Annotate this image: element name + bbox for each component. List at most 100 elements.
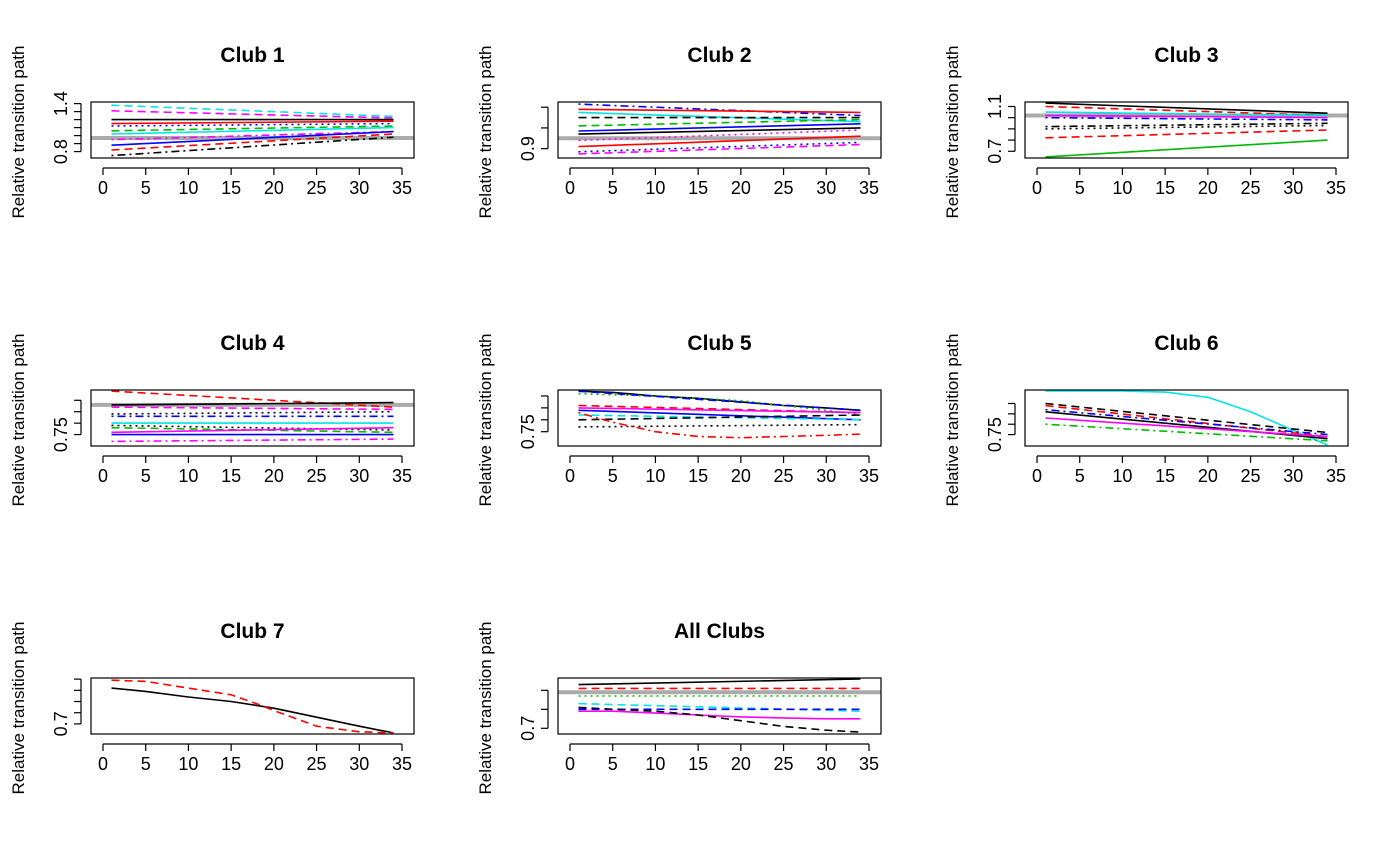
x-tick-label: 25 <box>774 178 794 198</box>
y-tick-label: 0.8 <box>51 139 71 164</box>
x-tick-label: 5 <box>1075 466 1085 486</box>
series-line-5 <box>578 118 861 127</box>
y-axis-label: Relative transition path <box>943 46 962 219</box>
x-axis: 0 5 10 15 20 25 30 35 <box>1032 455 1346 486</box>
y-axis: 0.75 <box>518 395 549 449</box>
x-tick-label: 25 <box>307 178 327 198</box>
x-axis: 0 5 10 15 20 25 30 35 <box>565 455 879 486</box>
x-tick-label: 5 <box>1075 178 1085 198</box>
x-tick-label: 35 <box>859 754 879 774</box>
x-tick-label: 10 <box>178 178 198 198</box>
series-line-10 <box>111 133 394 151</box>
panel-title: Club 5 <box>687 332 751 355</box>
panel-title: Club 7 <box>220 620 284 643</box>
x-tick-label: 20 <box>264 466 284 486</box>
x-axis: 0 5 10 15 20 25 30 35 <box>98 167 412 198</box>
plot-frame <box>557 677 882 735</box>
x-tick-label: 0 <box>565 466 575 486</box>
y-tick-label: 0.75 <box>518 414 538 449</box>
panel-4: Club 4 0 5 10 15 20 25 30 35 0.75 Relative transit… <box>9 332 415 506</box>
x-axis: 0 5 10 15 20 25 30 35 <box>98 455 412 486</box>
x-tick-label: 0 <box>98 754 108 774</box>
y-tick-label: 0.7 <box>518 716 538 741</box>
x-tick-label: 15 <box>688 178 708 198</box>
x-tick-label: 25 <box>307 466 327 486</box>
y-tick-label: 0.9 <box>518 136 538 161</box>
x-tick-label: 30 <box>349 754 369 774</box>
series-line-6 <box>1045 417 1328 438</box>
panel-title: Club 4 <box>220 332 284 355</box>
series-line-7 <box>578 414 861 421</box>
series-line-1 <box>1045 390 1328 446</box>
series-line-9 <box>578 135 861 148</box>
series-line-4 <box>1045 408 1328 436</box>
x-tick-label: 5 <box>608 178 618 198</box>
y-axis: 0.7 <box>518 689 549 741</box>
y-axis: 0.8 1.4 <box>51 91 82 164</box>
panel-title: Club 3 <box>1154 44 1218 67</box>
x-tick-label: 30 <box>816 466 836 486</box>
x-tick-label: 30 <box>816 178 836 198</box>
series-line-2 <box>111 679 394 734</box>
y-axis: 0.75 <box>985 402 1016 452</box>
series-line-4 <box>111 120 394 125</box>
x-tick-label: 25 <box>774 754 794 774</box>
x-tick-label: 10 <box>178 754 198 774</box>
x-tick-label: 25 <box>1241 466 1261 486</box>
x-tick-label: 35 <box>859 178 879 198</box>
x-tick-label: 5 <box>608 754 618 774</box>
y-tick-label: 0.7 <box>51 711 71 736</box>
plot-frame <box>557 389 882 447</box>
y-axis: 0.9 <box>518 106 549 161</box>
series-line-1 <box>111 687 394 734</box>
x-tick-label: 10 <box>645 466 665 486</box>
x-tick-label: 35 <box>392 754 412 774</box>
series-line-4 <box>1045 114 1328 119</box>
series-line-7 <box>111 126 394 135</box>
series-line-3 <box>578 390 861 412</box>
x-tick-label: 30 <box>1283 178 1303 198</box>
series-line-11 <box>111 136 394 157</box>
x-tick-label: 20 <box>731 466 751 486</box>
series-line-5 <box>111 122 394 127</box>
series-line-3 <box>111 406 394 411</box>
x-tick-label: 15 <box>221 754 241 774</box>
series-line-1 <box>111 390 394 408</box>
x-tick-label: 20 <box>731 754 751 774</box>
panel-8: All Clubs 0 5 10 15 20 25 30 35 0.7 Relative trans… <box>476 620 882 794</box>
plot-frame <box>1024 389 1349 447</box>
x-tick-label: 30 <box>349 466 369 486</box>
x-tick-label: 10 <box>645 178 665 198</box>
y-tick-label: 0.7 <box>985 139 1005 164</box>
x-tick-label: 20 <box>264 178 284 198</box>
x-tick-label: 5 <box>141 754 151 774</box>
series-line-1 <box>578 678 861 686</box>
plot-frame <box>90 101 415 159</box>
series-line-8 <box>111 130 394 141</box>
series-line-4 <box>111 410 394 415</box>
series-line-9 <box>111 426 394 434</box>
panel-1: Club 1 0 5 10 15 20 25 30 35 0.8 1.4 Relative trans… <box>9 44 415 219</box>
x-axis: 0 5 10 15 20 25 30 35 <box>98 743 412 774</box>
series-line-6 <box>578 123 861 132</box>
panel-7: Club 7 0 5 10 15 20 25 30 35 0.7 Relative transiti… <box>9 620 415 794</box>
x-tick-label: 35 <box>1326 466 1346 486</box>
series-line-5 <box>578 407 861 414</box>
x-tick-label: 0 <box>1032 466 1042 486</box>
y-tick-label: 1.4 <box>51 91 71 116</box>
series-line-5 <box>1045 116 1328 121</box>
x-tick-label: 15 <box>1155 466 1175 486</box>
x-tick-label: 0 <box>565 178 575 198</box>
y-axis-label: Relative transition path <box>9 46 28 219</box>
x-tick-label: 35 <box>392 466 412 486</box>
series-line-6 <box>1045 122 1328 128</box>
series-line-9 <box>578 423 861 428</box>
series-line-8 <box>578 414 861 421</box>
series-line-2 <box>1045 105 1328 117</box>
x-axis: 0 5 10 15 20 25 30 35 <box>1032 167 1346 198</box>
y-axis-label: Relative transition path <box>476 46 495 219</box>
x-tick-label: 20 <box>731 178 751 198</box>
y-axis: 0.75 <box>51 399 82 452</box>
y-axis: 0.7 <box>51 678 82 736</box>
